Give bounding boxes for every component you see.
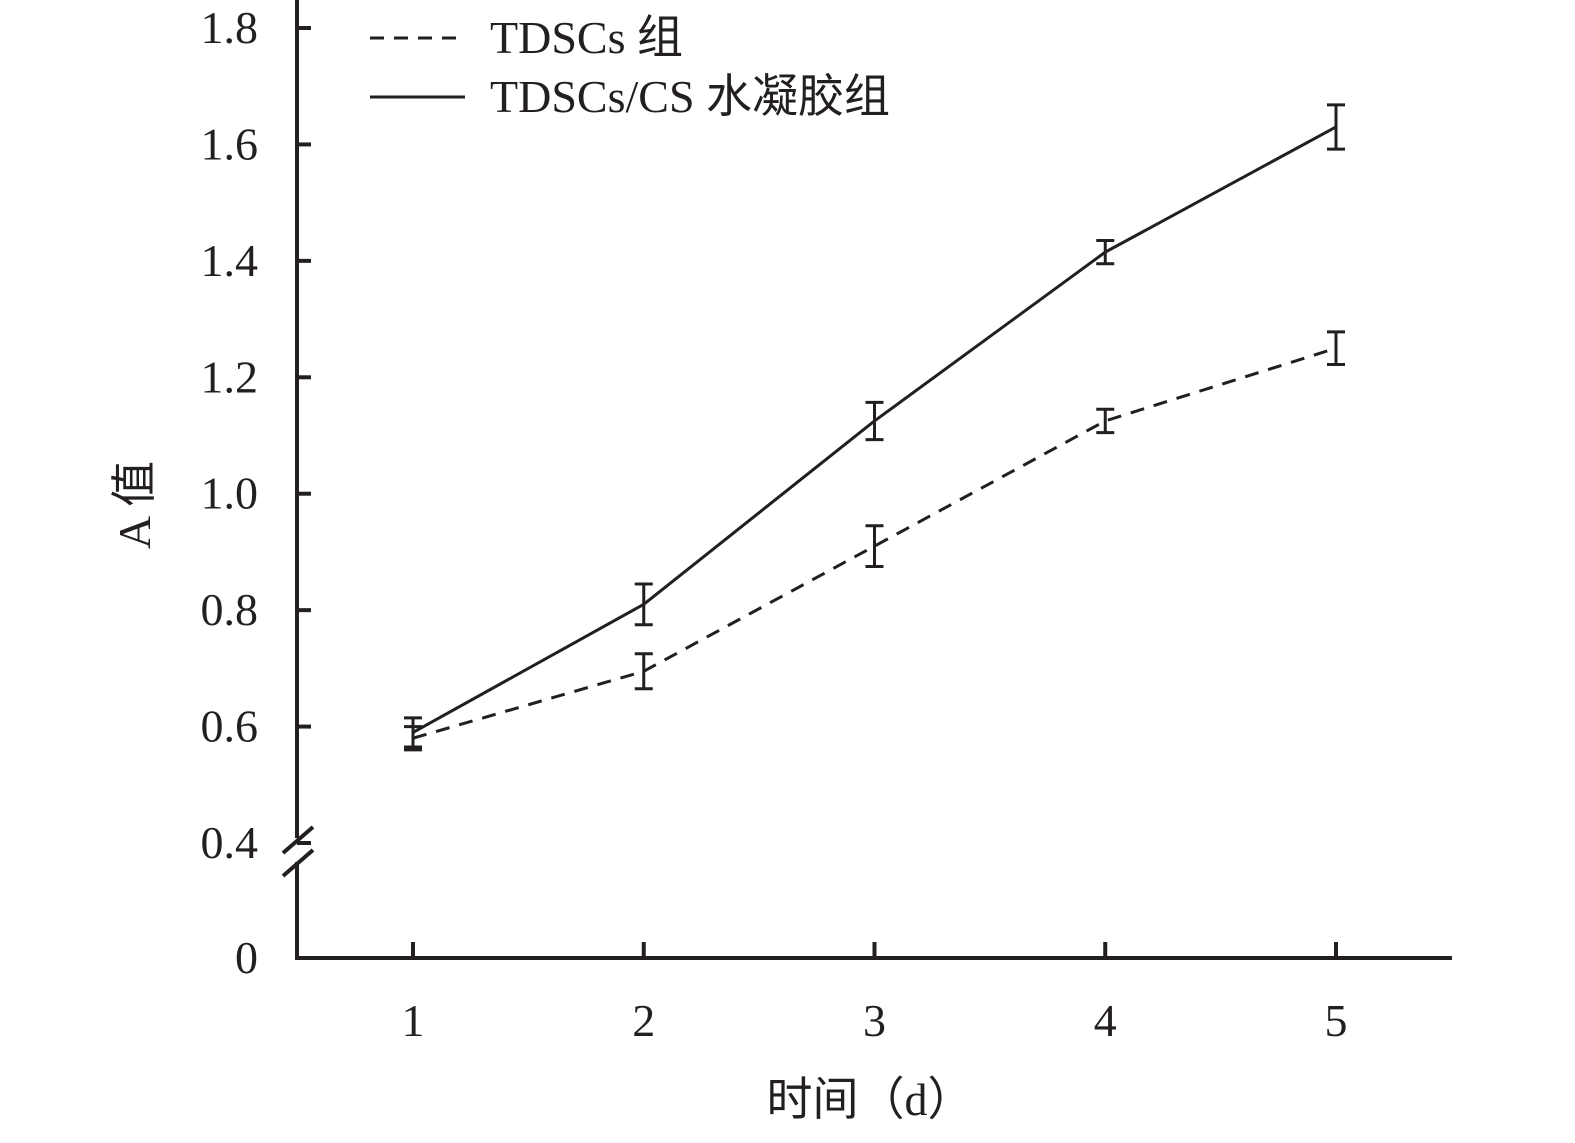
x-tick-label: 4 xyxy=(1094,995,1117,1046)
y-tick-label: 0.6 xyxy=(201,701,259,752)
y-tick-label: 0.8 xyxy=(201,584,259,635)
y-axis-label: A 值 xyxy=(109,461,160,549)
axis-break-mark xyxy=(281,825,315,855)
legend-label: TDSCs/CS 水凝胶组 xyxy=(490,71,890,122)
legend-label: TDSCs 组 xyxy=(490,12,683,63)
series-1 xyxy=(404,330,1345,752)
x-tick-label: 1 xyxy=(402,995,425,1046)
legend-item: TDSCs 组 xyxy=(370,12,683,63)
y-tick-label: 1.2 xyxy=(201,351,259,402)
x-tick-label: 2 xyxy=(632,995,655,1046)
y-axis-ticks: 0 0.4 0.6 0.8 1.0 1.2 1.4 1.6 1.8 xyxy=(201,2,311,983)
axes xyxy=(281,0,1452,960)
x-axis-ticks: 1 2 3 4 5 xyxy=(402,942,1348,1046)
y-tick-label: 1.0 xyxy=(201,468,259,519)
y-tick-label: 1.4 xyxy=(201,235,259,286)
y-tick-label: 0.4 xyxy=(201,817,259,868)
series-2 xyxy=(404,103,1345,749)
series-layer xyxy=(404,103,1345,752)
x-tick-label: 3 xyxy=(863,995,886,1046)
series-line xyxy=(412,346,1337,740)
legend-item: TDSCs/CS 水凝胶组 xyxy=(370,71,890,122)
y-tick-label: 1.8 xyxy=(201,2,259,53)
x-axis-label: 时间（d） xyxy=(767,1074,974,1125)
y-tick-label: 1.6 xyxy=(201,118,259,169)
legend: TDSCs 组 TDSCs/CS 水凝胶组 xyxy=(370,12,890,122)
axis-break-mark xyxy=(281,848,315,878)
y-tick-label: 0 xyxy=(235,932,258,983)
x-tick-label: 5 xyxy=(1325,995,1348,1046)
